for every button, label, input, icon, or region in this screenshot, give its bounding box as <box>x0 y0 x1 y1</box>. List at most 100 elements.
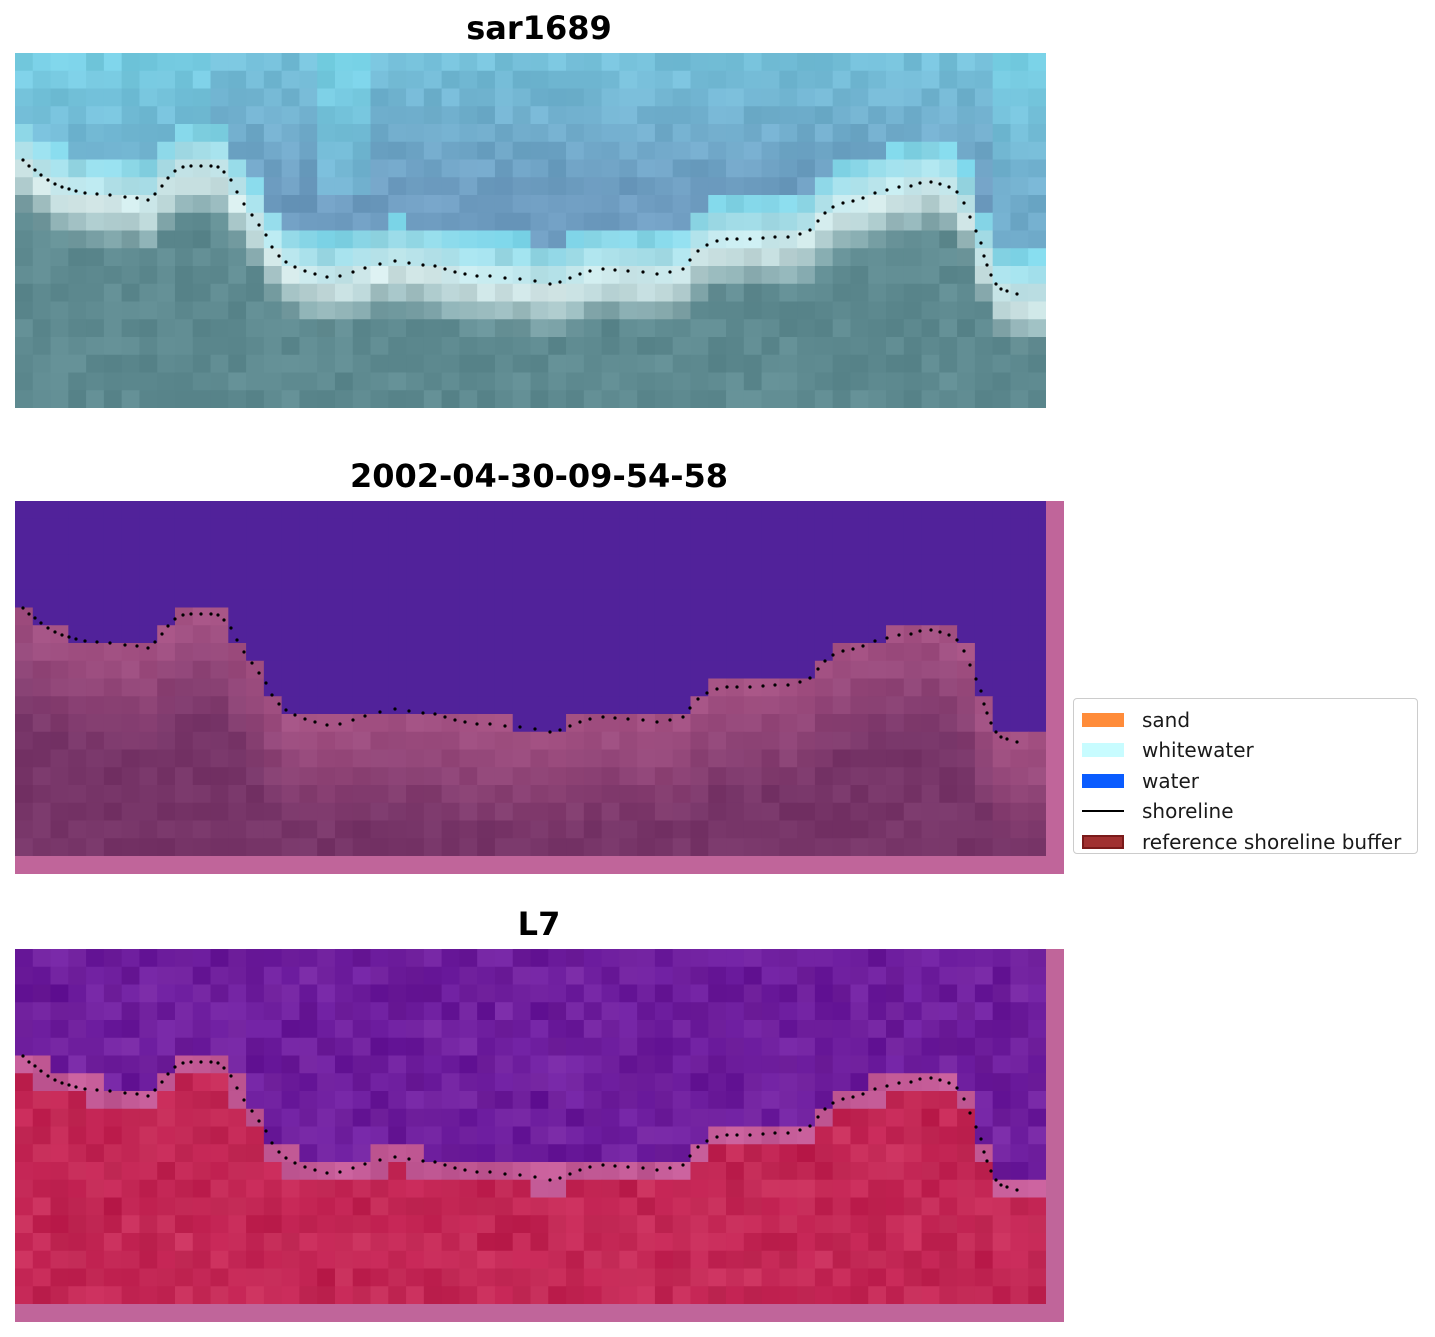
shoreline-point <box>823 1107 827 1111</box>
shoreline-point <box>250 1109 254 1113</box>
shoreline-point <box>181 613 185 617</box>
shoreline-point <box>46 626 50 630</box>
shoreline-point <box>222 170 226 174</box>
shoreline-point <box>433 712 437 716</box>
shoreline-point <box>982 254 986 258</box>
shoreline-point <box>929 1076 933 1080</box>
shoreline-point <box>909 184 913 188</box>
legend-swatch-reference-buffer <box>1082 834 1124 849</box>
shoreline-point <box>235 1086 239 1090</box>
shoreline-point <box>668 718 672 722</box>
classification-raster <box>15 501 1047 857</box>
shoreline-point <box>351 1166 355 1170</box>
shoreline-point <box>885 188 889 192</box>
shoreline-point <box>270 245 274 249</box>
shoreline-point <box>641 270 645 274</box>
shoreline-point <box>641 1166 645 1170</box>
shoreline-point <box>962 649 966 653</box>
shoreline-point <box>95 192 99 196</box>
legend-label-reference-buffer: reference shoreline buffer <box>1142 829 1402 854</box>
shoreline-point <box>250 661 254 665</box>
shoreline-point <box>146 646 150 650</box>
shoreline-point <box>60 1081 64 1085</box>
shoreline-point <box>53 1078 57 1082</box>
shoreline-point <box>979 241 983 245</box>
legend-swatch-whitewater <box>1082 743 1124 758</box>
index-image-panel <box>15 949 1064 1322</box>
shoreline-point <box>146 198 150 202</box>
image-border-right <box>1046 501 1064 874</box>
shoreline-point <box>994 1178 998 1182</box>
shoreline-point <box>831 205 835 209</box>
shoreline-point <box>1005 1185 1009 1189</box>
shoreline-point <box>705 1139 709 1143</box>
shoreline-point <box>313 720 317 724</box>
shoreline-point <box>994 282 998 286</box>
shoreline-point <box>363 266 367 270</box>
shoreline-point <box>816 667 820 671</box>
shoreline-point <box>153 640 157 644</box>
shoreline-point <box>257 223 261 227</box>
shoreline-point <box>277 254 281 258</box>
shoreline-point <box>229 1074 233 1078</box>
shoreline-point <box>443 267 447 271</box>
shoreline-point <box>503 724 507 728</box>
shoreline-point <box>533 1175 537 1179</box>
legend-label-water: water <box>1142 768 1199 793</box>
shoreline-point <box>95 640 99 644</box>
shoreline-point <box>786 1131 790 1135</box>
shoreline-point <box>160 1080 164 1084</box>
shoreline-point <box>407 1157 411 1161</box>
rgb-image-panel <box>15 53 1046 408</box>
shoreline-point <box>181 1061 185 1065</box>
shoreline-point <box>284 1156 288 1160</box>
shoreline-point <box>841 649 845 653</box>
shoreline-point <box>53 182 57 186</box>
shoreline-point <box>21 606 25 610</box>
shoreline-point <box>715 1135 719 1139</box>
shoreline-point <box>303 1165 307 1169</box>
shoreline-point <box>696 249 700 253</box>
shoreline-point <box>918 1077 922 1081</box>
shoreline-point <box>735 685 739 689</box>
shoreline-point <box>897 1081 901 1085</box>
shoreline-point <box>83 191 87 195</box>
shoreline-point <box>293 713 297 717</box>
shoreline-point <box>588 1165 592 1169</box>
legend: sand whitewater water shoreline referenc… <box>1073 698 1418 854</box>
shoreline-point <box>284 260 288 264</box>
shoreline-point <box>173 1065 177 1069</box>
shoreline-point <box>74 189 78 193</box>
shoreline-point <box>705 243 709 247</box>
shoreline-point <box>735 1133 739 1137</box>
shoreline-point <box>979 689 983 693</box>
shoreline-point <box>885 636 889 640</box>
panel-title-rgb: sar1689 <box>466 9 612 47</box>
legend-swatch-shoreline <box>1082 810 1124 813</box>
shoreline-point <box>39 1069 43 1073</box>
index-raster <box>15 949 1047 1305</box>
shoreline-point <box>270 693 274 697</box>
shoreline-points <box>21 606 1019 744</box>
shoreline-point <box>613 268 617 272</box>
image-border-right <box>1046 949 1064 1322</box>
shoreline-point <box>668 270 672 274</box>
shoreline-point <box>463 1168 467 1172</box>
shoreline-point <box>558 728 562 732</box>
shoreline-point <box>518 725 522 729</box>
shoreline-point <box>968 663 972 667</box>
shoreline-point <box>929 180 933 184</box>
shoreline-point <box>688 706 692 710</box>
shoreline-point <box>293 265 297 269</box>
shoreline-point <box>67 1083 71 1087</box>
shoreline-point <box>588 269 592 273</box>
shoreline-point <box>861 1092 865 1096</box>
shoreline-point <box>715 687 719 691</box>
shoreline-point <box>989 273 993 277</box>
shoreline-point <box>135 1092 139 1096</box>
shoreline-point <box>808 228 812 232</box>
shoreline-point <box>773 235 777 239</box>
shoreline-point <box>761 236 765 240</box>
shoreline-point <box>229 178 233 182</box>
shoreline-point <box>568 1172 572 1176</box>
